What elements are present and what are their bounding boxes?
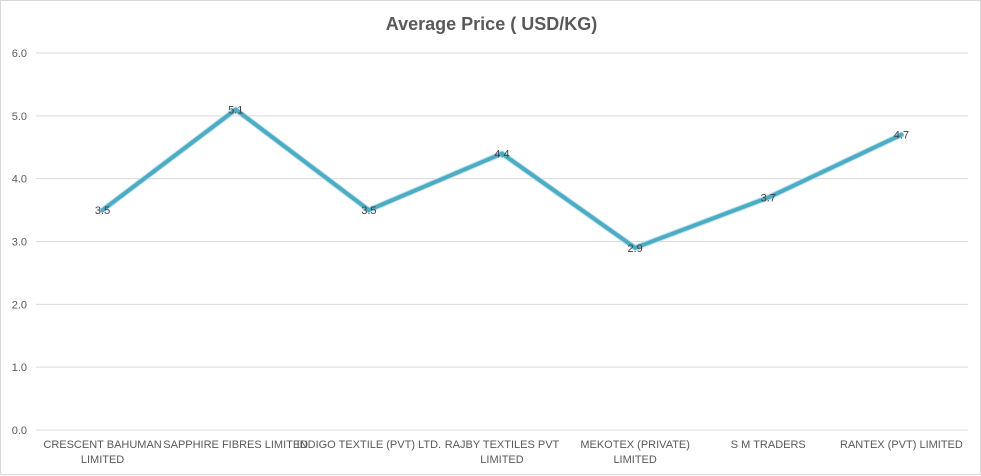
x-tick-label: CRESCENT BAHUMAN LIMITED xyxy=(43,439,161,466)
data-point xyxy=(366,208,371,213)
x-tick-label: MEKOTEX (PRIVATE) LIMITED xyxy=(580,439,690,466)
y-axis-ticks: 0.0 1.0 2.0 3.0 4.0 5.0 6.0 xyxy=(12,48,27,437)
data-label: 3.5 xyxy=(361,205,376,217)
x-tick-label-line: MEKOTEX (PRIVATE) xyxy=(580,439,690,451)
series-layer xyxy=(99,106,905,251)
x-tick-label-line: INDIGO TEXTILE (PVT) LTD. xyxy=(297,439,441,451)
x-axis-ticks: CRESCENT BAHUMAN LIMITED SAPPHIRE FIBRES L… xyxy=(43,439,963,466)
y-tick-label: 4.0 xyxy=(12,174,27,186)
y-tick-label: 2.0 xyxy=(12,299,27,311)
data-labels: 3.5 5.1 3.5 4.4 2.9 3.7 4.7 xyxy=(95,105,909,255)
x-tick-label-line: RANTEX (PVT) LIMITED xyxy=(840,439,963,451)
data-point xyxy=(233,107,238,112)
x-tick-label-line: LIMITED xyxy=(613,454,656,466)
chart-title: Average Price ( USD/KG) xyxy=(385,14,598,34)
x-tick-label: RAJBY TEXTILES PVT LIMITED xyxy=(445,439,560,466)
data-label: 3.5 xyxy=(95,205,110,217)
data-point xyxy=(766,195,771,200)
data-label: 4.4 xyxy=(494,149,509,161)
data-label: 4.7 xyxy=(894,130,909,142)
data-point xyxy=(899,132,904,137)
x-tick-label-line: CRESCENT BAHUMAN xyxy=(43,439,161,451)
y-tick-label: 5.0 xyxy=(12,111,27,123)
y-tick-label: 6.0 xyxy=(12,48,27,60)
data-label: 3.7 xyxy=(761,193,776,205)
x-tick-label-line: LIMITED xyxy=(480,454,523,466)
x-tick-label-line: RAJBY TEXTILES PVT xyxy=(445,439,560,451)
x-tick-label: INDIGO TEXTILE (PVT) LTD. xyxy=(297,439,441,451)
data-point xyxy=(500,151,504,156)
x-tick-label: RANTEX (PVT) LIMITED xyxy=(840,439,963,451)
data-point xyxy=(633,245,638,250)
x-tick-label: SAPPHIRE FIBRES LIMITED xyxy=(163,439,308,451)
gridlines xyxy=(36,52,968,431)
x-tick-label: S M TRADERS xyxy=(731,439,806,451)
x-tick-label-line: SAPPHIRE FIBRES LIMITED xyxy=(163,439,308,451)
y-tick-label: 3.0 xyxy=(12,237,27,249)
data-label: 5.1 xyxy=(228,105,243,117)
y-tick-label: 0.0 xyxy=(12,425,27,437)
x-tick-label-line: LIMITED xyxy=(81,454,124,466)
data-point xyxy=(100,208,105,213)
data-label: 2.9 xyxy=(627,243,642,255)
y-tick-label: 1.0 xyxy=(12,362,27,374)
x-tick-label-line: S M TRADERS xyxy=(731,439,806,451)
